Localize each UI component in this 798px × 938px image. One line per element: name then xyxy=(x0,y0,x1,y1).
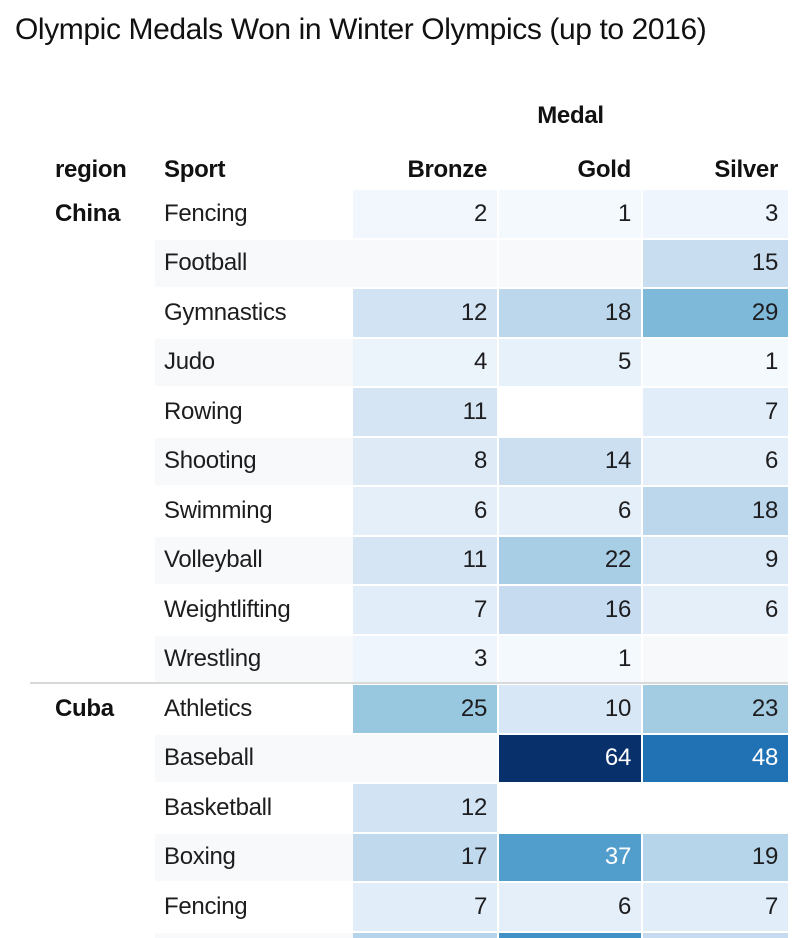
medal-value-cell: 7 xyxy=(641,883,788,931)
medal-value-cell: 64 xyxy=(497,734,641,782)
medal-value-cell: 18 xyxy=(641,487,788,535)
medal-value-cell xyxy=(641,635,788,683)
medal-value-cell: 8 xyxy=(353,437,497,485)
region-cell xyxy=(0,388,155,436)
medal-value-cell: 3 xyxy=(353,635,497,683)
column-header-row: region Sport Bronze Gold Silver xyxy=(0,150,788,184)
sport-cell: Volleyball xyxy=(155,536,353,584)
sport-cell: Football xyxy=(155,239,353,287)
silver-column-header: Silver xyxy=(714,156,778,183)
region-cell xyxy=(0,833,155,881)
region-cell xyxy=(0,635,155,683)
region-cell xyxy=(0,338,155,386)
group-divider-line xyxy=(30,682,788,684)
medal-group-header: Medal xyxy=(537,102,604,129)
sport-cell: Shooting xyxy=(155,437,353,485)
region-cell xyxy=(0,586,155,634)
sport-cell: Judo xyxy=(155,338,353,386)
sport-cell: Fencing xyxy=(155,190,353,238)
sport-cell: Swimming xyxy=(155,487,353,535)
medal-value-cell xyxy=(353,734,497,782)
region-cell xyxy=(0,437,155,485)
medal-value-cell: 3 xyxy=(641,190,788,238)
medal-value-cell: 6 xyxy=(641,586,788,634)
medal-value-cell: 12 xyxy=(353,289,497,337)
medal-value-cell: 37 xyxy=(497,833,641,881)
medal-value-cell-partial xyxy=(497,932,641,938)
medal-value-cell xyxy=(353,239,497,287)
region-cell xyxy=(0,487,155,535)
region-label: Cuba xyxy=(55,694,114,722)
medal-value-cell: 29 xyxy=(641,289,788,337)
region-cell xyxy=(0,239,155,287)
sport-cell: Rowing xyxy=(155,388,353,436)
medal-value-cell xyxy=(641,784,788,832)
medal-value-cell: 7 xyxy=(641,388,788,436)
medal-value-cell: 18 xyxy=(497,289,641,337)
medal-value-cell: 1 xyxy=(641,338,788,386)
region-cell xyxy=(0,784,155,832)
region-cell xyxy=(0,289,155,337)
medal-value-cell-partial xyxy=(353,932,497,938)
medal-value-cell: 48 xyxy=(641,734,788,782)
medal-value-cell: 19 xyxy=(641,833,788,881)
chart-title: Olympic Medals Won in Winter Olympics (u… xyxy=(15,13,707,46)
medal-value-cell: 9 xyxy=(641,536,788,584)
medal-value-cell: 16 xyxy=(497,586,641,634)
bronze-column-header: Bronze xyxy=(407,156,487,183)
medal-value-cell: 10 xyxy=(497,685,641,733)
sport-cell: Gymnastics xyxy=(155,289,353,337)
region-cell: China xyxy=(0,190,155,238)
heatmap-grid: China Fencing 2 1 3 Football 15 Gymnastics 12 18 2… xyxy=(0,190,788,938)
medal-value-cell: 25 xyxy=(353,685,497,733)
medal-value-cell: 6 xyxy=(353,487,497,535)
sport-cell: Boxing xyxy=(155,833,353,881)
medal-value-cell: 12 xyxy=(353,784,497,832)
sport-cell: Basketball xyxy=(155,784,353,832)
region-cell: Cuba xyxy=(0,685,155,733)
medal-value-cell: 6 xyxy=(497,487,641,535)
medal-value-cell: 7 xyxy=(353,586,497,634)
sport-cell: Wrestling xyxy=(155,635,353,683)
sport-cell: Fencing xyxy=(155,883,353,931)
medal-value-cell xyxy=(497,388,641,436)
medal-value-cell: 11 xyxy=(353,388,497,436)
gold-column-header: Gold xyxy=(577,156,632,183)
region-cell xyxy=(0,734,155,782)
medal-value-cell: 6 xyxy=(641,437,788,485)
sport-cell: Weightlifting xyxy=(155,586,353,634)
medal-value-cell: 7 xyxy=(353,883,497,931)
sport-column-header: Sport xyxy=(164,156,226,183)
region-column-header: region xyxy=(55,156,127,183)
medal-value-cell: 5 xyxy=(497,338,641,386)
medal-value-cell: 22 xyxy=(497,536,641,584)
medal-value-cell: 6 xyxy=(497,883,641,931)
sport-cell: Athletics xyxy=(155,685,353,733)
region-cell xyxy=(0,883,155,931)
medal-value-cell: 23 xyxy=(641,685,788,733)
medal-value-cell: 1 xyxy=(497,190,641,238)
medal-value-cell: 15 xyxy=(641,239,788,287)
medal-value-cell: 11 xyxy=(353,536,497,584)
medal-value-cell xyxy=(497,239,641,287)
medal-value-cell-partial xyxy=(641,932,788,938)
medal-value-cell xyxy=(497,784,641,832)
medal-value-cell: 14 xyxy=(497,437,641,485)
region-cell xyxy=(0,536,155,584)
sport-cell: Baseball xyxy=(155,734,353,782)
medal-value-cell: 2 xyxy=(353,190,497,238)
medal-value-cell: 1 xyxy=(497,635,641,683)
medal-value-cell: 17 xyxy=(353,833,497,881)
medal-value-cell: 4 xyxy=(353,338,497,386)
sport-cell xyxy=(155,932,353,938)
region-cell xyxy=(0,932,155,938)
region-label: China xyxy=(55,199,121,227)
